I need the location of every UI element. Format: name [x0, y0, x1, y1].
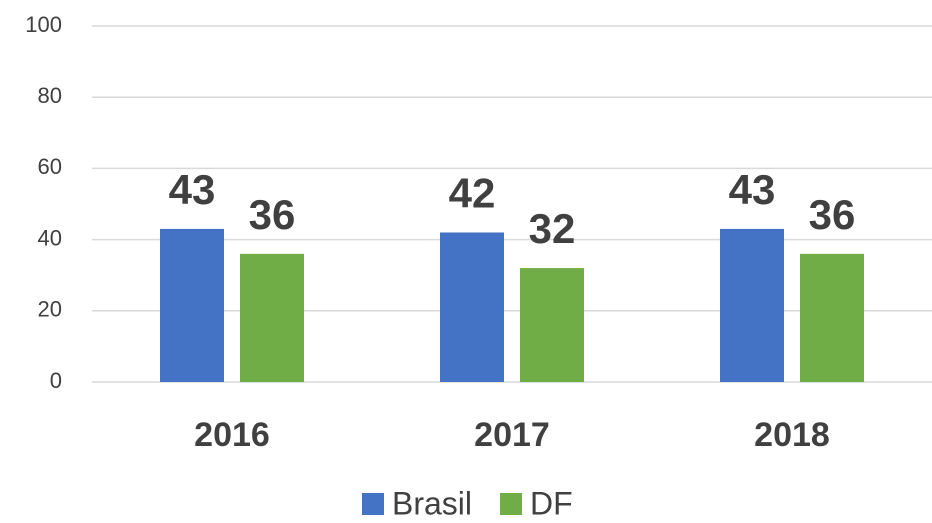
legend-label: Brasil — [392, 485, 472, 521]
bar — [440, 232, 504, 382]
y-tick-label: 60 — [38, 154, 62, 179]
bar — [520, 268, 584, 382]
y-tick-label: 40 — [38, 225, 62, 250]
bar — [160, 228, 224, 382]
x-tick-label: 2016 — [194, 416, 270, 454]
data-label: 32 — [529, 205, 576, 252]
data-label: 43 — [169, 166, 216, 213]
x-tick-label: 2017 — [474, 416, 550, 454]
y-tick-label: 100 — [25, 12, 62, 37]
bar — [800, 253, 864, 382]
y-tick-label: 80 — [38, 83, 62, 108]
bar — [720, 228, 784, 382]
legend-swatch — [362, 493, 384, 515]
data-label: 36 — [809, 191, 856, 238]
legend-label: DF — [530, 485, 573, 521]
y-tick-label: 0 — [50, 368, 62, 393]
x-tick-label: 2018 — [754, 416, 830, 454]
y-tick-label: 20 — [38, 297, 62, 322]
bar — [240, 253, 304, 382]
data-label: 36 — [249, 191, 296, 238]
data-label: 43 — [729, 166, 776, 213]
legend-swatch — [500, 493, 523, 515]
data-label: 42 — [449, 170, 496, 217]
